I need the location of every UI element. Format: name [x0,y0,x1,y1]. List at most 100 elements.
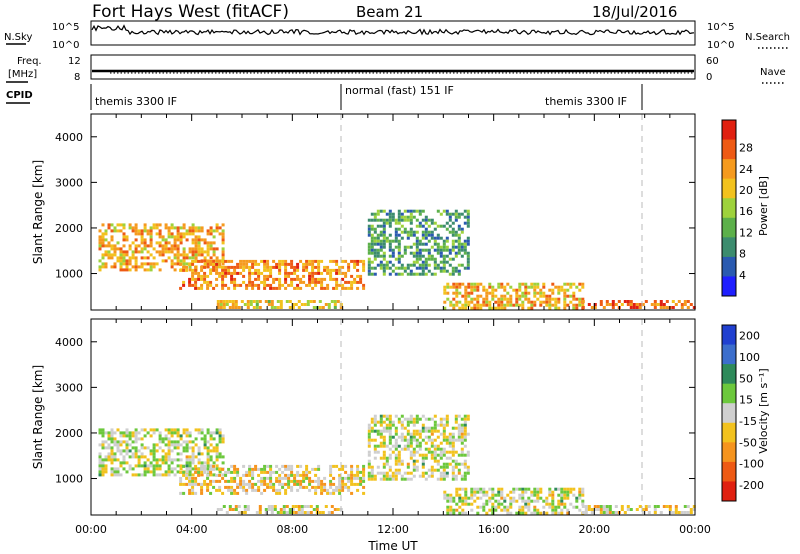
power-cell [394,239,398,243]
velocity-cell [233,488,237,492]
power-cell [182,268,186,272]
velocity-cell [341,464,345,468]
power-cell [451,269,455,273]
power-cell [385,221,389,225]
power-cell [212,265,216,269]
power-cell [191,253,195,257]
velocity-cell [215,467,219,471]
power-cell [182,280,186,284]
velocity-cell [424,447,428,451]
velocity-cell [457,468,461,472]
power-cell [626,300,630,303]
power-cell [421,263,425,267]
power-cell [203,271,207,275]
velocity-cell [614,511,618,514]
power-cell [290,280,294,284]
velocity-cell [406,429,410,433]
power-cell [373,242,377,246]
velocity-cell [278,488,282,492]
velocity-cell [566,490,570,494]
velocity-cell [542,505,546,509]
velocity-cell [191,491,195,495]
velocity-cell [397,468,401,472]
nsky-tick-bottom-right: 10^0 [707,40,734,51]
velocity-cell [394,441,398,445]
velocity-cell [212,461,216,465]
power-cell [506,303,510,307]
velocity-cell [335,488,339,492]
power-cell [197,235,201,239]
power-cell [107,241,111,245]
power-cell [254,262,258,266]
power-cell [467,303,471,307]
power-cell [194,247,198,251]
velocity-cell [515,487,519,491]
power-cell [452,306,456,310]
velocity-colorbar-tick: 50 [739,372,753,385]
velocity-cell [545,511,549,515]
velocity-cell [674,505,678,508]
power-cell [170,235,174,239]
power-cell [373,254,377,258]
velocity-cell [454,459,458,463]
velocity-cell [388,468,392,472]
velocity-cell [403,426,407,430]
power-cell [629,300,633,303]
power-cell [317,265,321,269]
power-cell [119,247,123,251]
power-cell [466,239,470,243]
x-tick-label: 12:00 [377,523,409,536]
velocity-cell [149,434,153,438]
power-cell [370,260,374,264]
velocity-ylabel: Slant Range [km] [31,365,45,469]
power-cell [218,262,222,266]
velocity-cell [464,499,468,503]
velocity-cell [164,434,168,438]
velocity-cell [533,511,537,515]
velocity-cell [131,431,135,435]
power-cell [452,291,456,295]
power-cell [158,223,162,227]
velocity-cell [113,458,117,462]
velocity-cell [448,435,452,439]
velocity-cell [436,459,440,463]
velocity-cell [415,465,419,469]
power-cell [524,282,528,286]
velocity-cell [320,479,324,483]
power-cell [424,260,428,264]
power-cell [179,241,183,245]
power-cell [406,230,410,234]
power-cell [572,303,576,307]
power-cell [197,247,201,251]
velocity-cell [209,491,213,495]
power-cell [98,229,102,233]
power-cell [572,306,576,310]
power-cell [509,300,513,304]
power-cell [347,265,351,269]
velocity-cell [427,435,431,439]
power-cell [659,303,663,306]
power-cell [581,300,585,303]
power-cell [101,238,105,242]
velocity-cell [113,467,117,471]
power-cell [430,236,434,240]
power-cell [350,259,354,263]
power-cell [194,259,198,263]
power-cell [421,209,425,213]
velocity-cell [391,477,395,481]
velocity-cell [284,491,288,495]
power-cell [251,265,255,269]
velocity-cell [397,417,401,421]
power-cell [373,251,377,255]
velocity-cell [152,431,156,435]
velocity-cell [341,467,345,471]
freq-frame [90,54,696,80]
velocity-cell [397,456,401,460]
power-cell [167,247,171,251]
velocity-cell [134,434,138,438]
velocity-cell [430,474,434,478]
velocity-cell [455,490,459,494]
velocity-cell [149,461,153,465]
velocity-cell [391,420,395,424]
power-cell [394,245,398,249]
